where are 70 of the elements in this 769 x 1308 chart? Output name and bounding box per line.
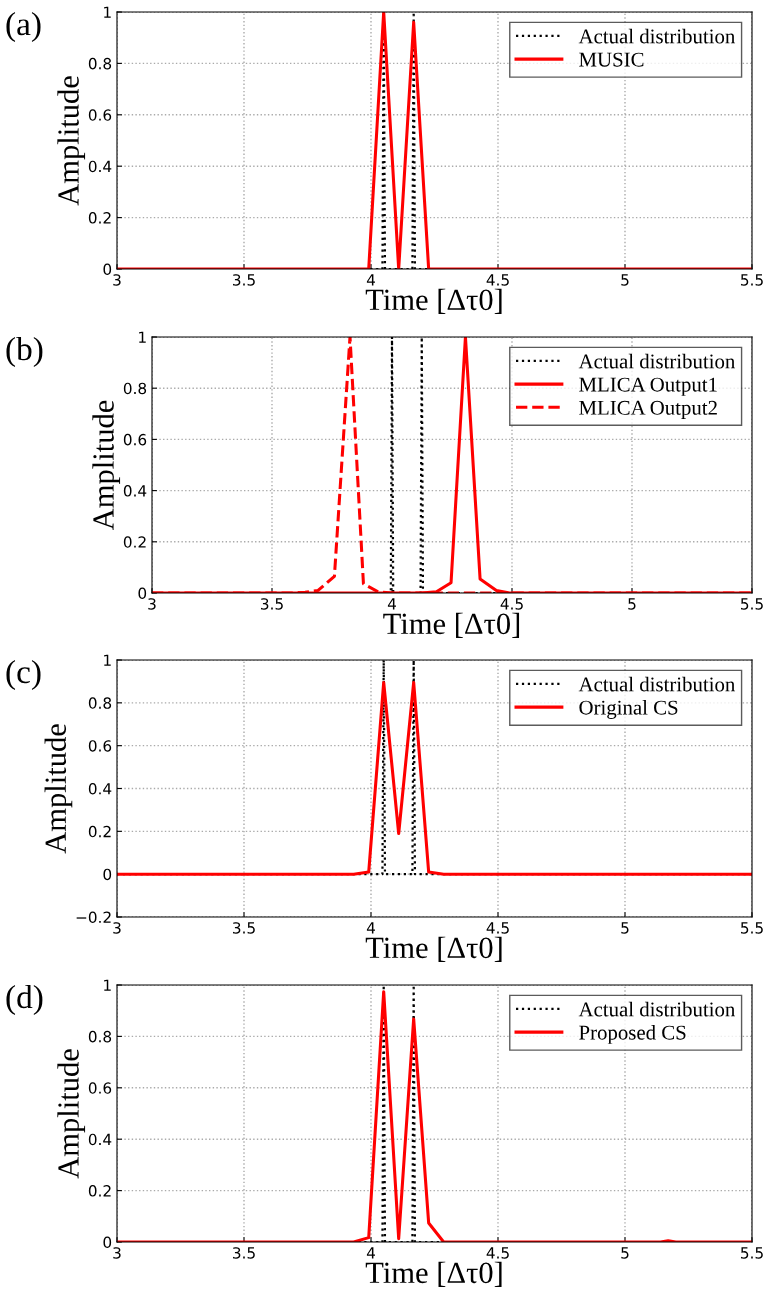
y-tick-label: 1 (104, 654, 111, 666)
x-tick-label: 4 (366, 274, 375, 286)
y-tick-label: 0.4 (123, 485, 147, 497)
y-tick-label: 0.4 (88, 782, 112, 795)
x-tick-label: 4 (366, 922, 375, 934)
legend-label: MLICA Output1 (579, 377, 717, 396)
x-tick-label: 4.5 (486, 1247, 509, 1259)
y-tick-label: 0.4 (88, 1133, 112, 1146)
y-axis-title: Amplitude (92, 400, 121, 531)
legend-label: Proposed CS (579, 1024, 686, 1044)
x-tick-label: 5 (621, 274, 629, 286)
x-tick-label: 3.5 (233, 922, 255, 934)
x-axis-title: Time [Δτ0] (365, 288, 502, 314)
y-axis-title: Amplitude (57, 76, 86, 206)
legend-label: Actual distribution (578, 676, 736, 692)
x-tick-label: 3 (113, 1247, 121, 1259)
y-tick-label: 0 (103, 263, 112, 276)
y-tick-label: 0.6 (88, 109, 112, 121)
chart-title: (d) (6, 984, 43, 1016)
x-tick-label: 3 (113, 274, 121, 286)
x-tick-label: 4 (387, 598, 396, 610)
x-tick-label: 3.5 (233, 1247, 255, 1259)
legend-label: Original CS (579, 699, 678, 719)
x-tick-label: 5.5 (741, 598, 763, 610)
y-tick-label: 0.2 (88, 1185, 111, 1197)
x-tick-label: 5 (621, 922, 629, 934)
x-tick-label: 3 (113, 922, 121, 934)
y-tick-label: 0.8 (123, 382, 147, 395)
y-tick-label: 0.2 (88, 825, 111, 838)
y-tick-label: 0 (138, 587, 147, 600)
y-tick-label: 0.2 (88, 212, 111, 224)
chart-title: (a) (6, 11, 41, 43)
y-tick-label: 0.6 (88, 740, 112, 752)
y-tick-label: 0.8 (88, 1030, 112, 1043)
x-tick-label: 4.5 (500, 598, 523, 610)
x-tick-label: 5.5 (741, 1247, 763, 1259)
legend-label: Actual distribution (578, 28, 736, 44)
y-tick-label: 0 (103, 868, 112, 881)
x-tick-label: 5.5 (741, 922, 763, 934)
y-tick-label: 0.6 (88, 1082, 112, 1094)
legend-label: Actual distribution (578, 1001, 736, 1017)
x-axis-title: Time [Δτ0] (365, 1261, 502, 1287)
chart-title: (b) (6, 336, 43, 368)
chart-title: (c) (6, 659, 41, 691)
legend-label: MUSIC (579, 52, 644, 67)
x-tick-label: 4.5 (486, 922, 509, 934)
y-tick-label: 0.4 (88, 160, 112, 173)
y-tick-label: −0.2 (76, 911, 111, 924)
y-tick-label: 0.6 (123, 433, 147, 446)
x-tick-label: 5 (621, 1247, 629, 1259)
legend-label: Actual distribution (578, 353, 736, 369)
x-axis-title: Time [Δτ0] (383, 612, 520, 638)
x-tick-label: 4.5 (486, 274, 509, 286)
x-tick-label: 5 (628, 598, 636, 610)
y-tick-label: 0.8 (88, 57, 112, 70)
y-tick-label: 1 (139, 331, 146, 343)
x-tick-label: 3 (148, 598, 156, 610)
y-tick-label: 0.8 (88, 697, 112, 709)
y-tick-label: 0 (103, 1236, 112, 1249)
x-axis-title: Time [Δτ0] (365, 936, 502, 962)
x-tick-label: 3.5 (261, 598, 283, 610)
y-tick-label: 1 (104, 979, 111, 991)
y-tick-label: 1 (104, 6, 111, 18)
y-axis-title: Amplitude (44, 724, 73, 854)
y-tick-label: 0.2 (123, 536, 146, 548)
x-tick-label: 3.5 (233, 274, 255, 286)
x-tick-label: 4 (366, 1247, 375, 1259)
legend-label: MLICA Output2 (579, 400, 717, 420)
x-tick-label: 5.5 (741, 274, 763, 286)
y-axis-title: Amplitude (57, 1049, 86, 1179)
